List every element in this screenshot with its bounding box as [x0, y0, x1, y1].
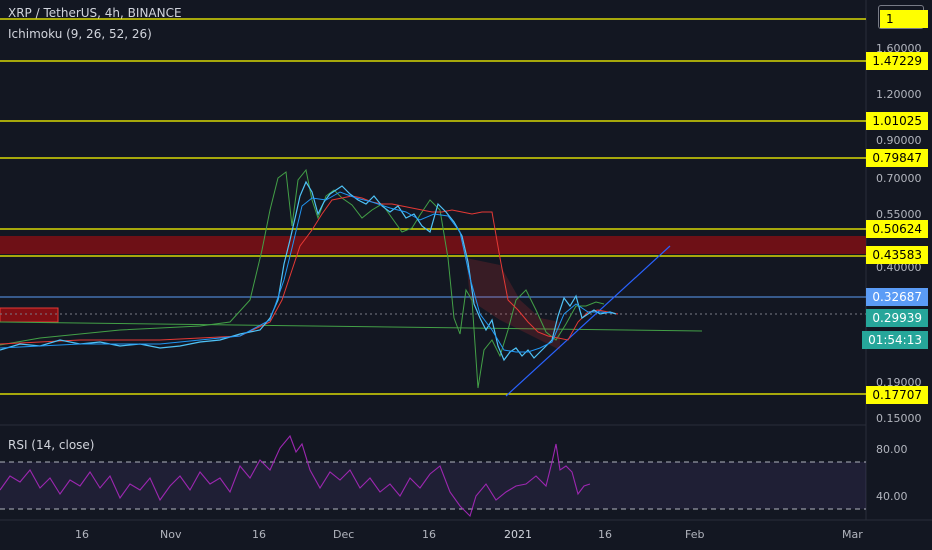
- indicator-title[interactable]: Ichimoku (9, 26, 52, 26): [8, 27, 152, 41]
- price-tag-level[interactable]: 0.79847: [866, 149, 928, 167]
- rsi-band: [0, 462, 866, 509]
- price-tag-level[interactable]: 1.47229: [866, 52, 928, 70]
- price-tag-top[interactable]: 1: [880, 10, 928, 28]
- resistance-zone[interactable]: [0, 236, 866, 254]
- rsi-tick: 40.00: [876, 490, 908, 503]
- time-tick: Nov: [160, 528, 182, 541]
- time-tick: 16: [252, 528, 266, 541]
- price-tag-level[interactable]: 0.43583: [866, 246, 928, 264]
- price-tag-blue-line[interactable]: 0.32687: [866, 288, 928, 306]
- symbol-title[interactable]: XRP / TetherUS, 4h, BINANCE: [8, 6, 182, 20]
- price-series: [0, 180, 617, 362]
- price-tag-level[interactable]: 0.50624: [866, 220, 928, 238]
- price-tick: 1.60000: [876, 42, 922, 55]
- price-tag-level[interactable]: 0.17707: [866, 386, 928, 404]
- ichimoku-conversion-line: [0, 191, 613, 353]
- ichimoku-base-line: [0, 195, 619, 345]
- ichimoku-lagging-span: [0, 168, 605, 389]
- rsi-line: [0, 434, 591, 518]
- horizontal-levels: [0, 18, 866, 395]
- price-tick: 0.40000: [876, 261, 922, 274]
- time-tick: 16: [75, 528, 89, 541]
- time-tick: 16: [598, 528, 612, 541]
- time-tick: 16: [422, 528, 436, 541]
- small-zone-box[interactable]: [0, 307, 59, 323]
- rsi-tick: 80.00: [876, 443, 908, 456]
- time-tick: Dec: [333, 528, 355, 541]
- price-tag-level[interactable]: 1.01025: [866, 112, 928, 130]
- rising-trend-line[interactable]: [505, 245, 671, 397]
- time-tick: 2021: [504, 528, 532, 541]
- ichimoku-cloud: [466, 258, 560, 350]
- time-tick: Mar: [842, 528, 863, 541]
- price-tick: 0.19000: [876, 376, 922, 389]
- bar-countdown: 01:54:13: [862, 331, 928, 349]
- price-tick: 1.20000: [876, 88, 922, 101]
- green-trend-line[interactable]: [0, 321, 703, 332]
- price-tick: 0.90000: [876, 134, 922, 147]
- price-tag-current[interactable]: 0.29939: [866, 309, 928, 327]
- rsi-title[interactable]: RSI (14, close): [8, 438, 95, 452]
- price-tick: 0.70000: [876, 172, 922, 185]
- time-tick: Feb: [685, 528, 705, 541]
- price-tick: 0.55000: [876, 208, 922, 221]
- price-tick: 0.15000: [876, 412, 922, 425]
